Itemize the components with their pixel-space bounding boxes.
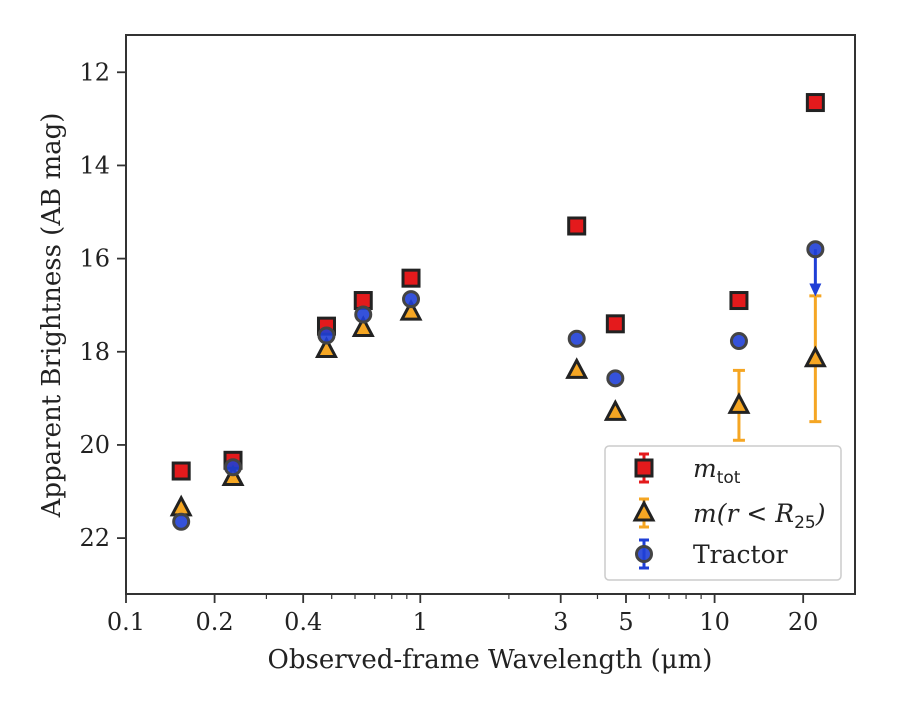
data-point	[351, 315, 375, 337]
y-tick-label: 16	[79, 245, 110, 273]
y-tick-label: 12	[79, 58, 110, 86]
circle-marker	[402, 290, 421, 309]
series-circle	[172, 240, 825, 531]
data-point	[567, 216, 587, 236]
circle-marker	[224, 458, 243, 477]
triangle-marker	[351, 315, 375, 337]
circle-marker	[317, 326, 336, 345]
x-tick-label: 5	[618, 608, 633, 636]
square-marker	[605, 314, 625, 334]
x-tick-label: 3	[553, 608, 568, 636]
square-marker	[171, 461, 191, 481]
y-tick-label: 18	[79, 338, 110, 366]
data-point	[402, 290, 421, 309]
triangle-marker	[399, 298, 423, 321]
triangle-marker	[603, 399, 627, 421]
data-point	[606, 369, 625, 388]
x-tick-label: 0.1	[107, 608, 145, 636]
square-marker	[634, 458, 654, 478]
square-marker	[567, 216, 587, 236]
circle-marker	[567, 329, 586, 348]
square-marker	[729, 291, 749, 311]
legend-entry: m(r < R25)	[632, 497, 825, 533]
circle-marker	[172, 512, 191, 531]
x-tick-label: 0.2	[196, 608, 234, 636]
y-tick-label: 22	[79, 524, 110, 552]
circle-marker	[729, 332, 748, 351]
data-point	[354, 305, 373, 324]
data-point	[317, 326, 336, 345]
circle-marker	[354, 305, 373, 324]
series-triangle	[169, 294, 827, 517]
data-point	[729, 291, 749, 311]
circle-marker	[606, 369, 625, 388]
x-tick-label: 10	[699, 608, 730, 636]
circle-marker	[635, 545, 653, 563]
circle-marker	[806, 240, 825, 259]
data-point	[171, 461, 191, 481]
legend-entry: Tractor	[635, 538, 788, 570]
data-point	[806, 240, 825, 297]
data-point	[605, 314, 625, 334]
square-marker	[401, 268, 421, 288]
data-point	[727, 368, 751, 442]
y-tick-label: 20	[79, 431, 110, 459]
triangle-marker	[727, 392, 751, 414]
square-marker	[805, 93, 825, 113]
data-point	[729, 332, 748, 351]
y-tick-label: 14	[79, 151, 110, 179]
legend: mtot m(r < R25) Tractor	[604, 445, 842, 581]
legend-label: mtot	[693, 454, 741, 488]
y-axis-label: Apparent Brightness (AB mag)	[37, 113, 67, 519]
triangle-marker	[314, 336, 338, 358]
data-point	[401, 268, 421, 288]
legend-entry: mtot	[634, 452, 741, 488]
legend-label: Tractor	[693, 540, 788, 569]
x-axis-label: Observed-frame Wavelength (μm)	[268, 645, 713, 675]
data-point	[224, 458, 243, 477]
data-point	[567, 329, 586, 348]
triangle-marker	[565, 357, 589, 379]
triangle-marker	[632, 499, 656, 522]
data-point	[399, 298, 423, 321]
data-point	[314, 336, 338, 358]
legend-label: m(r < R25)	[693, 499, 825, 533]
data-point	[805, 93, 825, 113]
x-axis-ticks: 0.1 0.2 0.4 1 3 5 10 20	[107, 594, 819, 636]
data-point	[172, 512, 191, 531]
triangle-marker	[803, 345, 827, 368]
x-tick-label: 0.4	[284, 608, 322, 636]
series-square	[171, 93, 825, 481]
x-tick-label: 20	[788, 608, 819, 636]
upper-limit-arrow	[809, 283, 822, 297]
legend-box	[604, 445, 842, 581]
data-point	[565, 357, 589, 379]
y-axis-ticks: 12 14 16 18 20 22	[79, 58, 126, 552]
data-marks	[169, 93, 827, 531]
x-tick-label: 1	[413, 608, 428, 636]
data-point	[603, 399, 627, 421]
